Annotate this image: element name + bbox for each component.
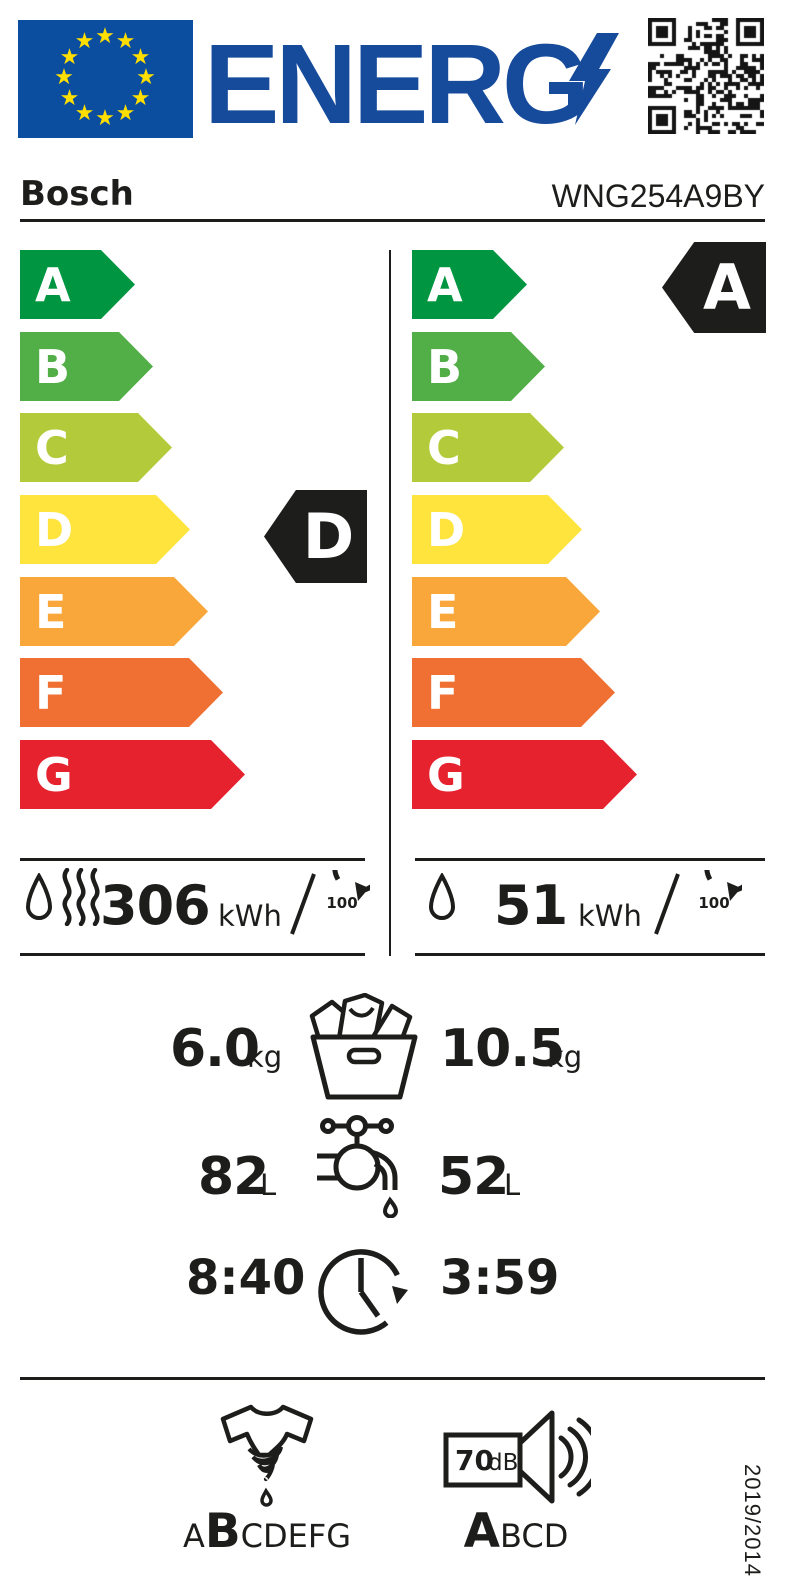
class-letter: A: [427, 257, 463, 312]
flag-star: ★: [54, 65, 74, 90]
left-rating-indicator: D: [264, 490, 367, 583]
energ-word: ENERG: [204, 21, 590, 147]
flag-star: ★: [74, 100, 95, 126]
right-energy-value: 51: [494, 874, 568, 937]
duration-right-value: 3:59: [440, 1250, 560, 1306]
per-100-cycles-icon: 100: [698, 870, 742, 912]
right-rating-letter: A: [703, 251, 751, 324]
right-scale-arrow-f: F: [412, 658, 615, 727]
water-unit: L: [504, 1168, 521, 1202]
right-scale-arrow-b: B: [412, 332, 545, 401]
eu-flag: ★ ★ ★ ★ ★ ★ ★ ★ ★ ★ ★ ★: [18, 20, 193, 138]
water-right-value: 52: [438, 1147, 509, 1207]
cycles-count: 100: [698, 894, 729, 912]
duration-left-value: 8:40: [186, 1250, 306, 1306]
flag-star: ★: [115, 29, 136, 55]
water-drop-icon: [25, 873, 53, 920]
supplier-name: Bosch: [20, 174, 134, 214]
class-letter: F: [427, 665, 459, 720]
flag-star: ★: [130, 44, 151, 70]
spin-class-after: CDEFG: [240, 1517, 352, 1555]
model-number: WNG254A9BY: [551, 178, 765, 214]
class-letter: D: [427, 502, 466, 557]
heat-waves-icon: [62, 868, 100, 926]
left-scale-arrow-c: C: [20, 413, 172, 482]
flag-star: ★: [59, 44, 80, 70]
per-slash: [654, 873, 680, 935]
capacity-left-value: 6.0: [170, 1019, 260, 1079]
noise-class-after: BCD: [500, 1517, 569, 1555]
cycles-count: 100: [326, 894, 357, 912]
column-divider: [389, 250, 391, 956]
right-scale-arrow-e: E: [412, 577, 600, 646]
per-slash: [290, 873, 316, 935]
class-letter: D: [35, 502, 74, 557]
class-letter: A: [35, 257, 71, 312]
capacity-unit: kg: [547, 1040, 583, 1074]
noise-speaker-icon: 70 dB: [443, 1410, 591, 1504]
class-letter: C: [35, 420, 69, 475]
energ-logo: ENERG: [204, 28, 590, 141]
noise-unit: dB: [488, 1450, 518, 1476]
left-scale-arrow-f: F: [20, 658, 223, 727]
flag-star: ★: [136, 65, 156, 90]
header-divider: [20, 219, 765, 222]
laundry-basket-icon: [309, 993, 418, 1100]
class-letter: G: [427, 747, 465, 802]
flag-star: ★: [130, 85, 151, 111]
right-scale-arrow-a: A: [412, 250, 527, 319]
capacity-right-value: 10.5: [440, 1019, 565, 1079]
regulation-number: 2019/2014: [740, 1464, 765, 1577]
left-consumption-rule-bottom: [20, 953, 365, 956]
class-letter: E: [35, 584, 67, 639]
bottom-divider: [20, 1377, 765, 1380]
spin-class-selected: B: [204, 1504, 241, 1559]
right-scale-arrow-d: D: [412, 495, 582, 564]
left-rating-letter: D: [302, 500, 355, 573]
right-consumption-rule-bottom: [415, 953, 765, 956]
spin-class-before: A: [182, 1517, 205, 1555]
left-energy-unit: kWh: [218, 899, 282, 933]
flag-star: ★: [74, 29, 95, 55]
noise-class-selected: A: [463, 1504, 500, 1559]
clock-icon: [318, 1249, 408, 1335]
class-letter: G: [35, 747, 73, 802]
left-scale-arrow-g: G: [20, 740, 245, 809]
per-100-cycles-icon: 100: [326, 870, 370, 912]
noise-class-letters: A BCD: [455, 1504, 577, 1559]
class-letter: B: [35, 339, 71, 394]
left-scale-arrow-b: B: [20, 332, 153, 401]
noise-value: 70: [455, 1444, 494, 1477]
class-letter: E: [427, 584, 459, 639]
water-left-value: 82: [198, 1147, 269, 1207]
right-rating-indicator: A: [662, 242, 766, 333]
flag-star: ★: [115, 100, 136, 126]
capacity-unit: kg: [247, 1040, 283, 1074]
spin-class-letters: A B CDEFG: [178, 1504, 356, 1559]
water-unit: L: [260, 1168, 277, 1202]
flag-star: ★: [95, 106, 115, 131]
flag-star: ★: [95, 24, 115, 49]
left-consumption-rule-top: [20, 858, 365, 861]
spin-dry-shirt-icon: [220, 1404, 314, 1507]
class-letter: B: [427, 339, 463, 394]
water-tap-icon: [317, 1115, 399, 1218]
lightning-bolt-icon: [569, 33, 619, 125]
right-energy-unit: kWh: [578, 899, 642, 933]
water-drop-icon: [428, 873, 456, 920]
right-scale-arrow-c: C: [412, 413, 564, 482]
left-scale-arrow-e: E: [20, 577, 208, 646]
left-scale-arrow-d: D: [20, 495, 190, 564]
right-consumption-rule-top: [415, 858, 765, 861]
qr-code: [648, 18, 764, 134]
right-scale-arrow-g: G: [412, 740, 637, 809]
class-letter: C: [427, 420, 461, 475]
left-scale-arrow-a: A: [20, 250, 135, 319]
left-energy-value: 306: [100, 874, 211, 937]
flag-star: ★: [59, 85, 80, 111]
class-letter: F: [35, 665, 67, 720]
